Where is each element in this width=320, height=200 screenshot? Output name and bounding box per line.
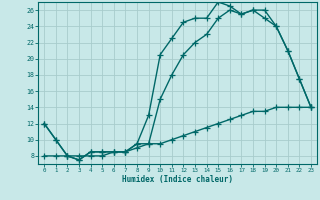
X-axis label: Humidex (Indice chaleur): Humidex (Indice chaleur) (122, 175, 233, 184)
